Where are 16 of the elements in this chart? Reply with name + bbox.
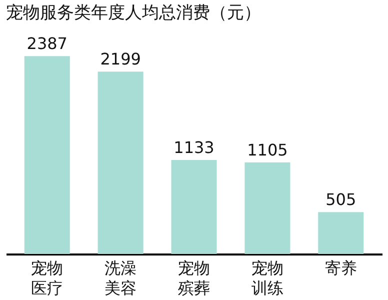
chart-title: 宠物服务类年度人均总消费（元） — [6, 3, 261, 24]
data-label: 2387 — [26, 34, 68, 54]
data-label: 1105 — [247, 140, 288, 160]
bar — [171, 160, 217, 254]
data-label: 505 — [326, 190, 356, 210]
bar — [24, 56, 70, 254]
bar — [318, 212, 364, 254]
bar — [98, 72, 144, 254]
data-label: 2199 — [100, 50, 141, 69]
x-tick-label: 宠物殡葬 — [178, 258, 210, 298]
x-tick-label: 宠物医疗 — [31, 258, 64, 298]
bar — [244, 162, 290, 254]
x-tick-label: 宠物训练 — [251, 258, 284, 298]
x-tick-label: 洗澡美容 — [104, 258, 137, 298]
x-tick-label: 寄养 — [324, 258, 357, 278]
data-label: 1133 — [174, 138, 214, 158]
